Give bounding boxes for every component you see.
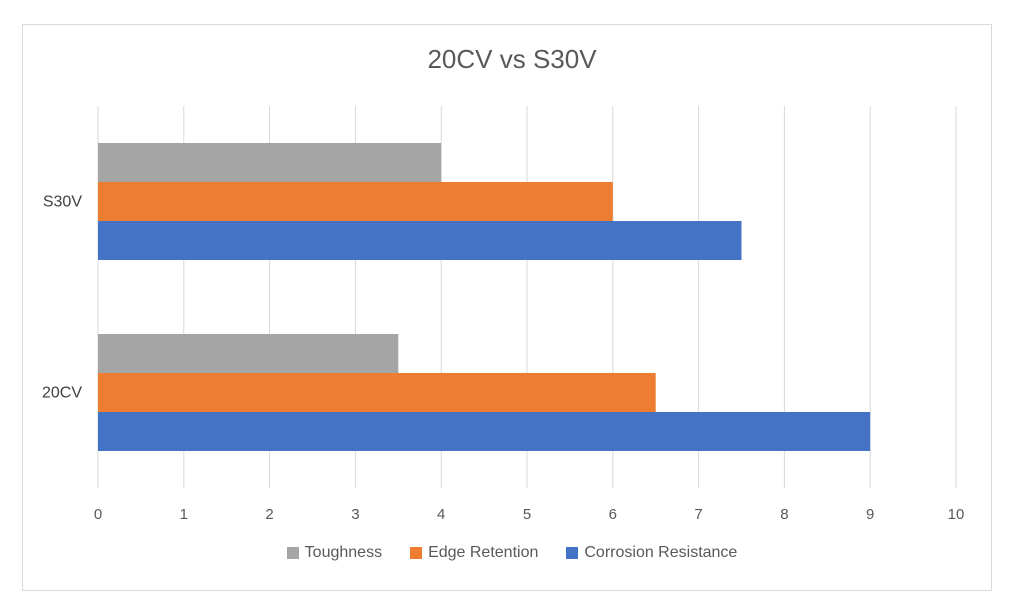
legend-item: Corrosion Resistance	[566, 544, 737, 562]
x-tick-label: 7	[694, 506, 702, 523]
bar	[98, 412, 871, 451]
x-tick-label: 1	[180, 506, 188, 523]
bar	[98, 182, 613, 221]
chart-legend: Toughness Edge Retention Corrosion Resista…	[0, 544, 1024, 562]
x-tick-label: 0	[94, 506, 102, 523]
bar	[98, 334, 399, 373]
x-tick-label: 9	[866, 506, 874, 523]
bar	[98, 143, 442, 182]
legend-item: Edge Retention	[410, 544, 538, 562]
bar	[98, 373, 656, 412]
y-category-label: 20CV	[42, 385, 82, 402]
legend-swatch	[566, 547, 579, 559]
x-tick-label: 5	[523, 506, 531, 523]
x-tick-label: 4	[437, 506, 445, 523]
bar	[98, 221, 742, 260]
legend-label: Corrosion Resistance	[584, 544, 738, 561]
y-category-label: S30V	[43, 194, 82, 211]
legend-swatch	[410, 547, 423, 559]
legend-item: Toughness	[286, 544, 383, 562]
legend-swatch	[286, 547, 299, 559]
x-tick-label: 2	[265, 506, 273, 523]
chart-title: 20CV vs S30V	[427, 44, 597, 74]
legend-label: Toughness	[304, 544, 383, 561]
legend-label: Edge Retention	[428, 544, 539, 561]
x-tick-label: 8	[780, 506, 788, 523]
x-tick-label: 10	[948, 506, 965, 523]
x-tick-label: 3	[351, 506, 359, 523]
x-tick-label: 6	[609, 506, 617, 523]
